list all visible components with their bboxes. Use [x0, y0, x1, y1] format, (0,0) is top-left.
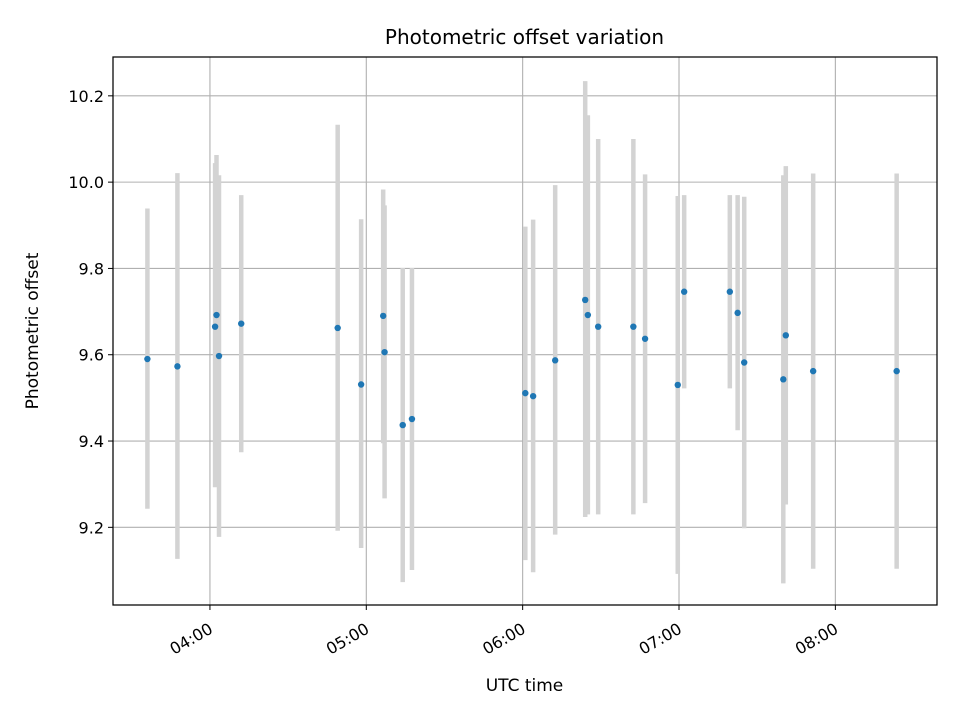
data-point	[334, 324, 341, 332]
y-tick-label: 9.6	[79, 346, 104, 365]
data-point	[674, 381, 681, 389]
data-point	[893, 367, 900, 375]
data-point	[381, 348, 388, 356]
y-tick-label: 9.4	[79, 432, 104, 451]
data-point	[211, 323, 219, 330]
data-point	[581, 296, 589, 304]
data-point	[408, 415, 416, 423]
y-axis-title: Photometric offset	[23, 252, 43, 409]
y-tick-label: 10.0	[68, 173, 104, 192]
data-point	[780, 376, 787, 383]
data-point	[594, 323, 602, 330]
data-point	[782, 332, 790, 339]
data-point	[680, 288, 688, 295]
data-point	[213, 311, 220, 319]
data-point	[174, 363, 181, 370]
data-point	[144, 355, 151, 363]
y-tick-label: 9.8	[79, 259, 104, 278]
y-axis: 9.2 9.4 9.6 9.8 10.0 10.2	[68, 87, 113, 537]
y-tick-label: 10.2	[68, 87, 104, 106]
data-point	[741, 359, 748, 366]
data-point	[357, 381, 365, 388]
data-point	[551, 357, 559, 364]
plot-frame	[112, 56, 938, 606]
data-point	[215, 352, 223, 360]
data-point	[529, 392, 537, 400]
y-tick-label: 9.2	[79, 518, 104, 537]
data-point	[522, 389, 529, 397]
data-point	[726, 288, 734, 295]
chart-title: Photometric offset variation	[385, 25, 664, 49]
data-point	[379, 312, 387, 320]
data-point	[630, 323, 637, 330]
data-points	[144, 288, 900, 429]
data-point	[641, 335, 649, 342]
data-point	[584, 311, 592, 319]
data-point	[399, 421, 406, 429]
data-point	[238, 320, 245, 327]
data-point	[809, 367, 817, 375]
data-point	[734, 309, 741, 317]
x-axis-title: UTC time	[486, 676, 564, 696]
